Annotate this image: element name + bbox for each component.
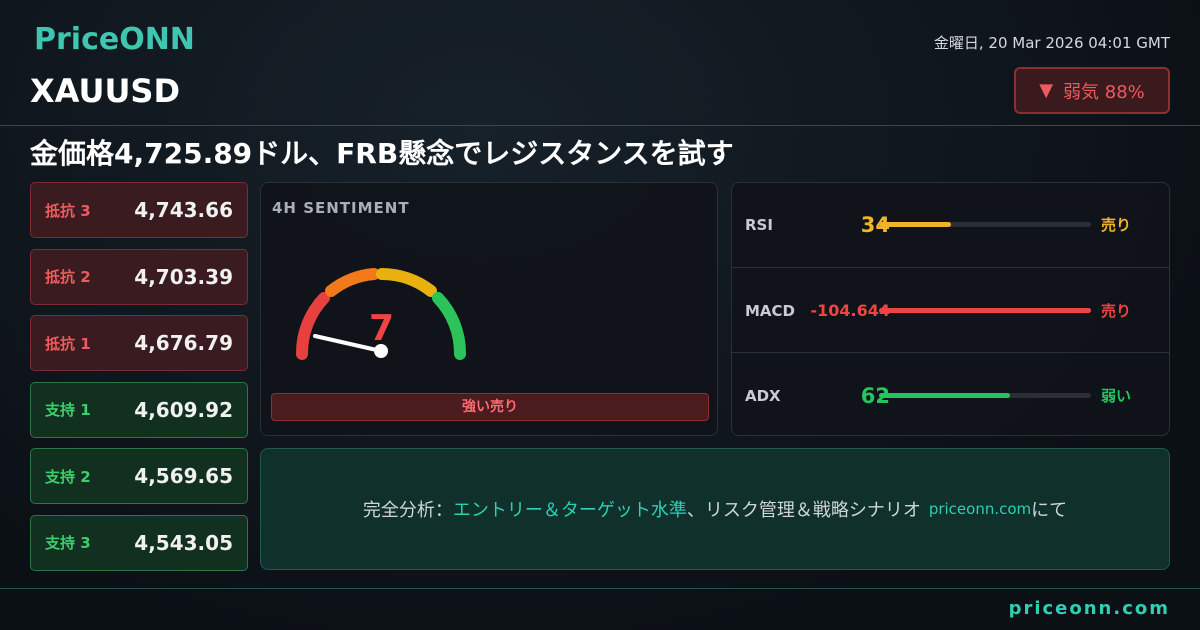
level-label: 抵抗 1	[45, 334, 91, 353]
indicator-track	[879, 308, 1091, 313]
sentiment-value: 7	[369, 308, 395, 349]
level-box: 支持 2 4,569.65	[30, 448, 248, 504]
gauge-needle	[313, 334, 383, 353]
indicator-name: ADX	[745, 386, 781, 405]
level-label: 支持 3	[45, 534, 91, 552]
cta-highlight: エントリー＆ターゲット水準	[452, 500, 687, 521]
level-box: 支持 1 4,609.92	[30, 381, 248, 438]
sentiment-title: 4H SENTIMENT	[272, 199, 410, 217]
level-value: 4,743.66	[134, 198, 233, 222]
headline: 金価格4,725.89ドル、FRB懸念でレジスタンスを試す	[30, 137, 734, 170]
indicator-row: MACD -104.644 売り	[731, 267, 1170, 353]
gauge-arc	[325, 268, 380, 297]
footer-site[interactable]: priceonn.com	[1008, 598, 1170, 619]
level-label: 抵抗 2	[45, 268, 91, 286]
bias-arrow: ▼	[1039, 80, 1054, 101]
indicator-name: RSI	[745, 215, 773, 234]
sentiment-panel: 4H SENTIMENT 7 強い売り	[260, 182, 718, 436]
level-value: 4,543.05	[134, 530, 233, 555]
level-value: 4,676.79	[134, 331, 233, 355]
level-box: 抵抗 2 4,703.39	[30, 248, 248, 305]
gauge-arc	[432, 292, 467, 360]
level-box: 抵抗 1 4,676.79	[30, 315, 248, 371]
level-label: 支持 2	[45, 467, 91, 486]
indicator-bar	[879, 222, 952, 227]
symbol: XAUUSD	[30, 72, 181, 110]
indicator-bar	[879, 308, 1091, 313]
bias-badge: ▼ 弱気 88%	[1014, 67, 1170, 114]
divider	[0, 125, 1200, 126]
gauge	[295, 268, 467, 360]
cta-middle: 、リスク管理＆戦略シナリオ	[686, 500, 921, 521]
sentiment-label: 強い売り	[271, 393, 709, 421]
gauge-arc	[295, 292, 330, 360]
indicator-row: ADX 62 弱い	[731, 352, 1170, 438]
indicator-track	[879, 222, 1091, 227]
level-value: 4,569.65	[134, 464, 233, 488]
level-box: 支持 3 4,543.05	[30, 514, 248, 571]
divider	[0, 588, 1200, 589]
level-box: 抵抗 3 4,743.66	[30, 182, 248, 238]
cta-prefix: 完全分析：	[362, 500, 453, 521]
indicator-signal: 売り	[1101, 216, 1132, 234]
indicator-track	[879, 393, 1091, 398]
level-label: 抵抗 3	[45, 201, 91, 220]
level-label: 支持 1	[45, 401, 91, 419]
date: 金曜日, 20 Mar 2026 04:01 GMT	[933, 34, 1170, 52]
level-value: 4,609.92	[134, 397, 233, 422]
indicator-row: RSI 34 売り	[731, 182, 1170, 267]
indicator-bar	[879, 393, 1011, 398]
bias-label: 弱気 88%	[1063, 81, 1145, 103]
cta-suffix: にて	[1031, 500, 1068, 521]
level-value: 4,703.39	[134, 264, 233, 289]
indicator-value: -104.644	[810, 301, 890, 320]
gauge-arc	[376, 268, 437, 297]
gauge-hub	[374, 344, 388, 358]
indicator-signal: 弱い	[1101, 387, 1132, 405]
cta-site[interactable]: priceonn.com	[928, 500, 1032, 518]
brand: PriceONN	[34, 22, 195, 57]
indicator-signal: 売り	[1101, 302, 1132, 320]
cta: 完全分析： エントリー＆ターゲット水準 、リスク管理＆戦略シナリオ priceo…	[260, 448, 1170, 570]
indicator-name: MACD	[745, 301, 795, 320]
